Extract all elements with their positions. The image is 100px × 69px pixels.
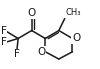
- Text: F: F: [1, 26, 7, 36]
- Text: CH₃: CH₃: [66, 8, 81, 17]
- Text: O: O: [72, 33, 80, 43]
- Text: O: O: [38, 47, 46, 57]
- Text: F: F: [14, 49, 20, 59]
- Text: F: F: [1, 37, 7, 47]
- Text: O: O: [28, 8, 36, 18]
